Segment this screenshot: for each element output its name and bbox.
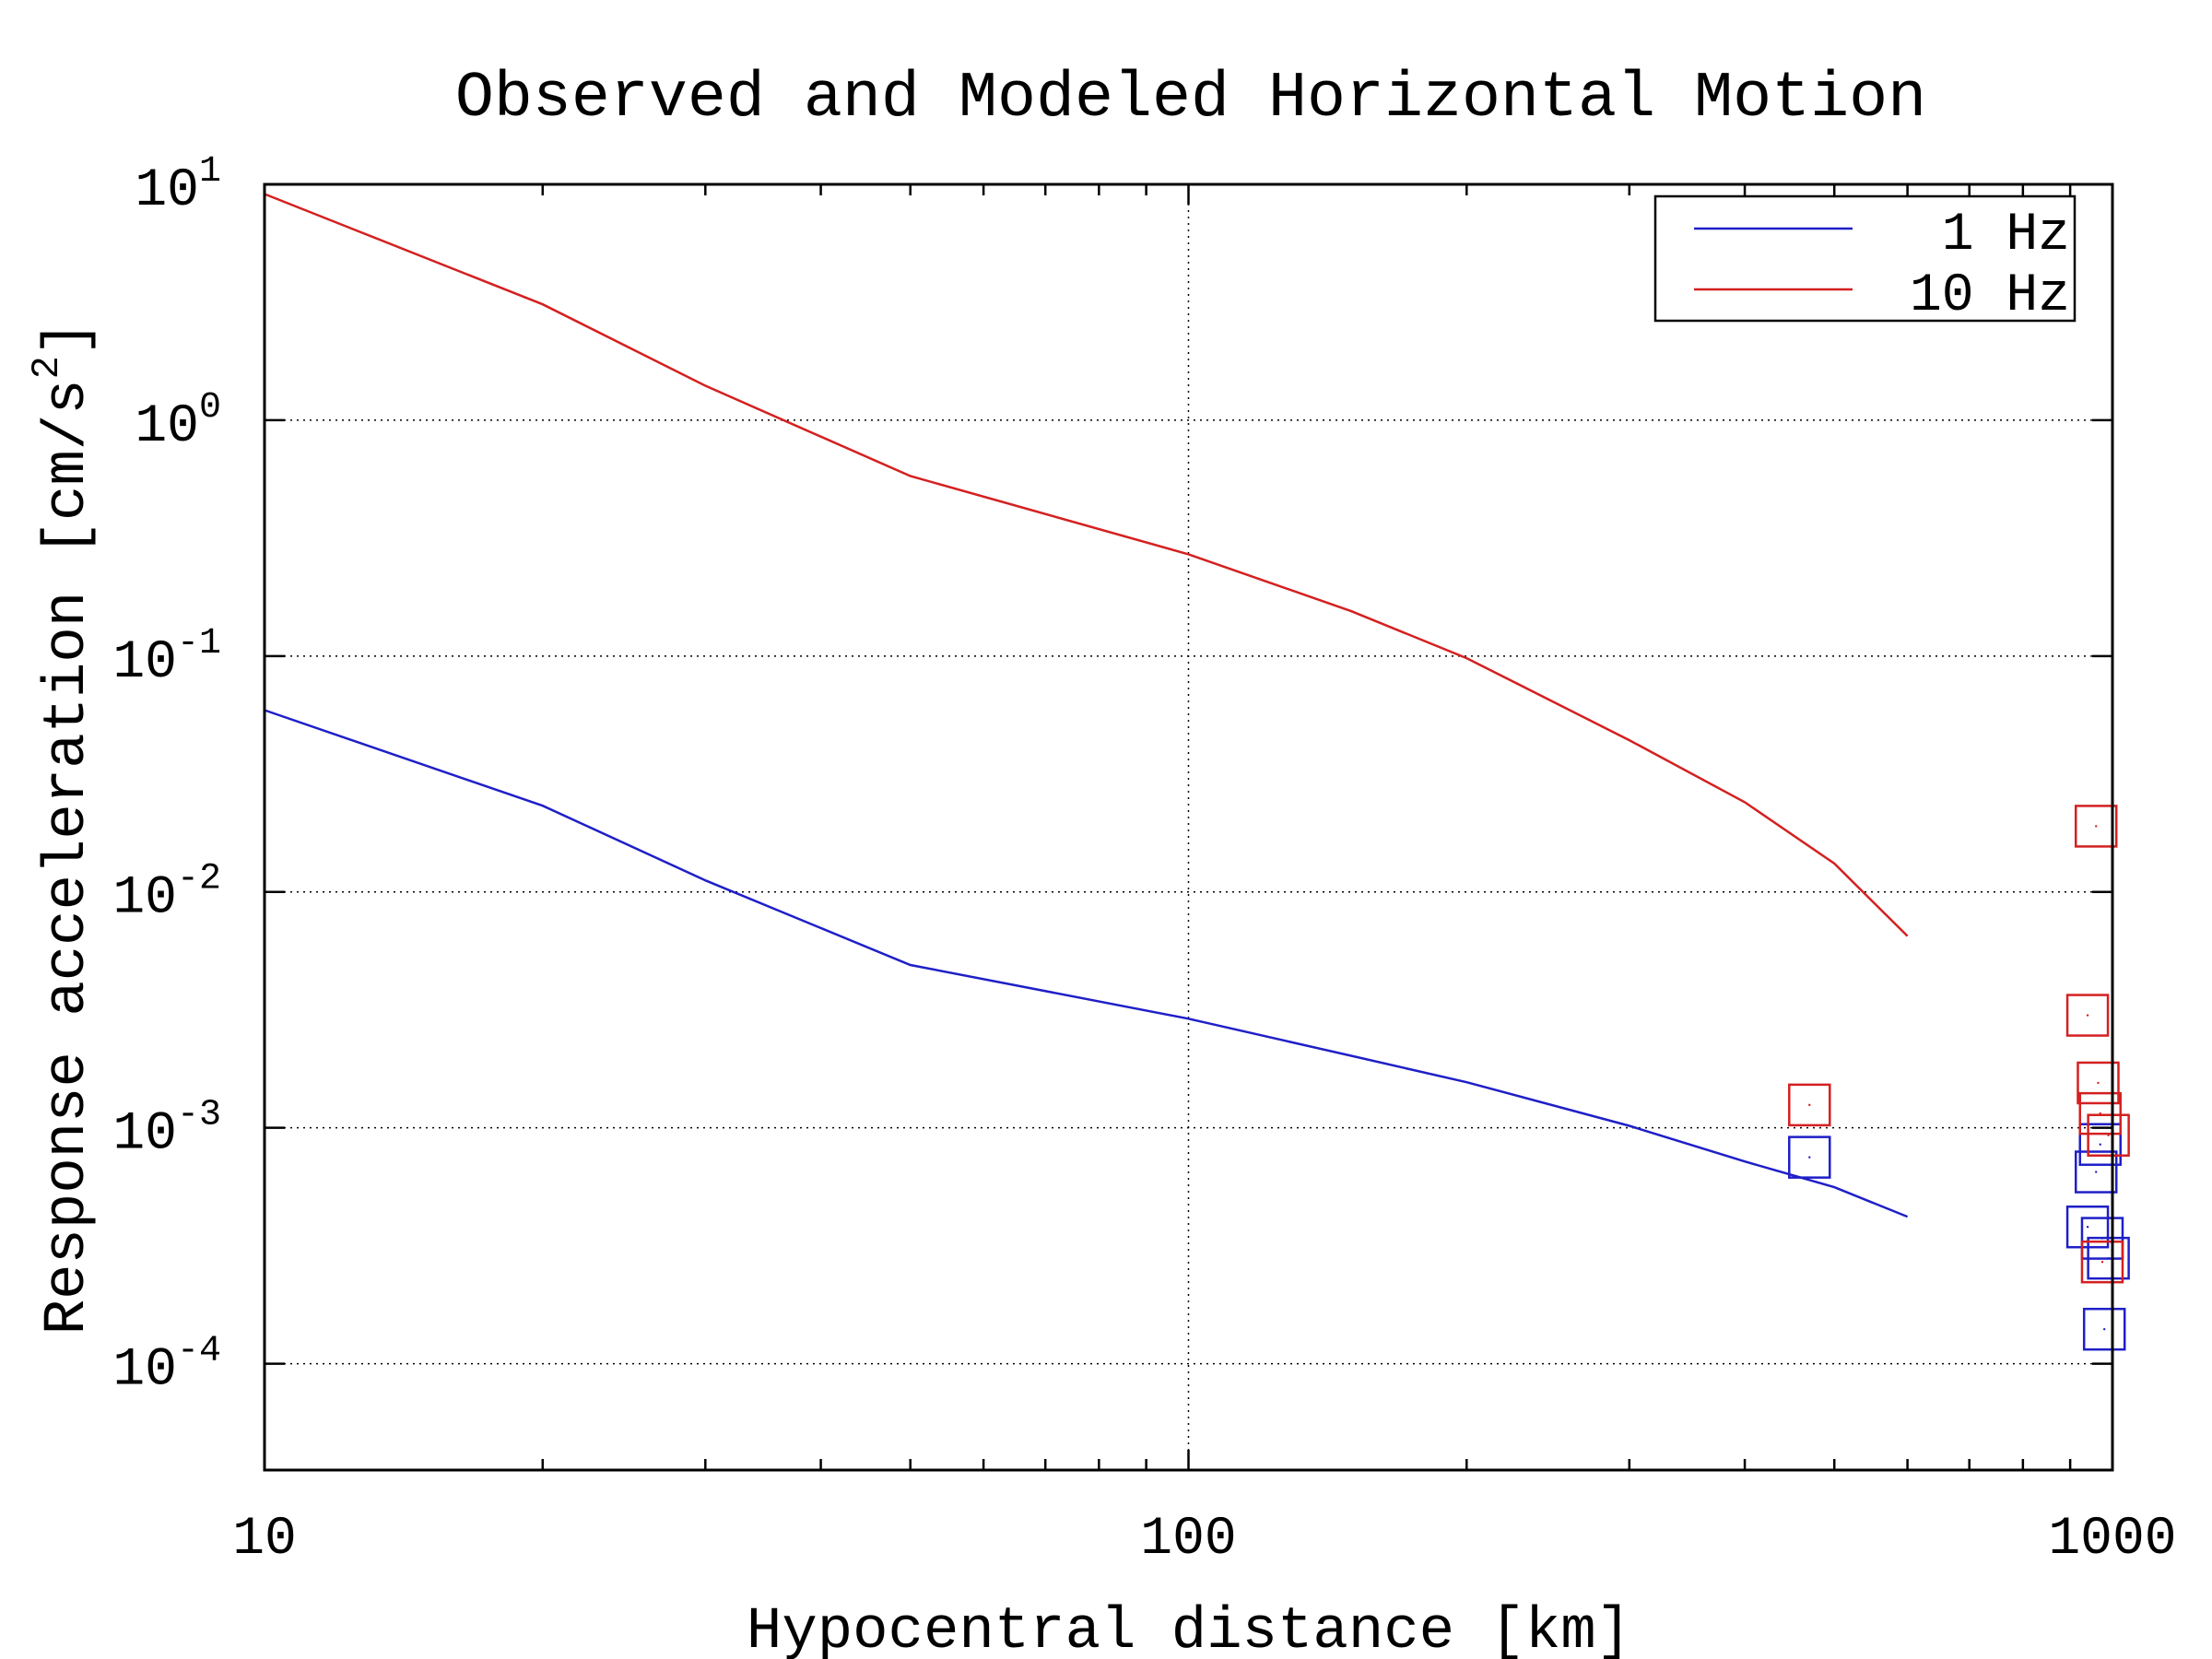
observed-marker-10hz bbox=[2078, 1091, 2122, 1135]
legend: 1 Hz 10 Hz bbox=[1653, 194, 2077, 326]
observed-marker-dot bbox=[2103, 1327, 2106, 1331]
observed-marker-10hz bbox=[2065, 994, 2110, 1037]
y-tick-label: 10-1 bbox=[112, 623, 221, 693]
y-tick-label: 101 bbox=[135, 151, 221, 221]
observed-marker-dot bbox=[2107, 1256, 2110, 1260]
observed-marker-dot bbox=[2095, 1171, 2098, 1173]
observed-marker-1hz bbox=[2078, 1123, 2122, 1166]
observed-marker-10hz bbox=[2077, 1061, 2120, 1105]
x-tick-label: 10 bbox=[232, 1510, 297, 1570]
y-axis-label-sup: 2 bbox=[25, 356, 69, 379]
observed-marker-10hz bbox=[2087, 1113, 2130, 1157]
x-axis-label: Hypocentral distance [km] bbox=[747, 1599, 1631, 1659]
y-tick-base: 10 bbox=[135, 397, 199, 457]
observed-marker-dot bbox=[1808, 1156, 1811, 1159]
y-tick-base: 10 bbox=[112, 633, 177, 693]
series-line-10hz bbox=[264, 193, 1909, 937]
y-tick-label: 100 bbox=[135, 387, 221, 457]
y-tick-label: 10-2 bbox=[112, 859, 221, 929]
observed-marker-dot bbox=[2097, 1081, 2100, 1085]
plot-frame bbox=[263, 182, 2114, 1472]
y-tick-exponent: 0 bbox=[199, 387, 221, 429]
observed-marker-1hz bbox=[2082, 1307, 2126, 1351]
y-tick-base: 10 bbox=[135, 161, 199, 221]
series-line-1hz bbox=[264, 709, 1909, 1218]
y-tick-exponent: 1 bbox=[199, 151, 221, 193]
y-tick-base: 10 bbox=[112, 869, 177, 929]
chart-title: Observed and Modeled Horizontal Motion bbox=[455, 63, 1926, 135]
legend-label-1hz: 1 Hz bbox=[1942, 206, 2070, 265]
observed-marker-dot bbox=[2086, 1014, 2089, 1017]
observed-marker-dot bbox=[2100, 1260, 2104, 1264]
y-axis-label-main: Response acceleration [cm/s bbox=[35, 379, 101, 1335]
observed-marker-dot bbox=[2099, 1143, 2101, 1146]
y-tick-exponent: -2 bbox=[177, 859, 221, 900]
observed-marker-dot bbox=[2086, 1226, 2089, 1229]
observed-marker-dot bbox=[2095, 825, 2098, 828]
y-tick-base: 10 bbox=[112, 1105, 177, 1165]
observed-marker-1hz bbox=[2087, 1236, 2130, 1280]
observed-marker-dot bbox=[1808, 1103, 1811, 1107]
y-tick-base: 10 bbox=[112, 1341, 177, 1401]
observed-marker-dot bbox=[2107, 1134, 2110, 1136]
tick-marks bbox=[263, 182, 2114, 1470]
observed-marker-1hz bbox=[1788, 1135, 1831, 1179]
series-layer bbox=[264, 193, 2130, 1351]
y-tick-exponent: -4 bbox=[177, 1331, 221, 1372]
x-tick-label: 1000 bbox=[2048, 1510, 2176, 1570]
x-tick-labels: 10 100 1000 bbox=[232, 1510, 2176, 1570]
y-tick-exponent: -1 bbox=[177, 623, 221, 665]
observed-marker-10hz bbox=[2080, 1240, 2124, 1284]
y-tick-label: 10-4 bbox=[112, 1331, 221, 1401]
observed-marker-10hz bbox=[2074, 805, 2118, 848]
y-axis-label: Response acceleration [cm/s2] bbox=[25, 321, 101, 1335]
observed-marker-10hz bbox=[1788, 1083, 1831, 1127]
observed-marker-1hz bbox=[2074, 1150, 2118, 1194]
legend-box bbox=[1653, 194, 2077, 323]
y-tick-exponent: -3 bbox=[177, 1095, 221, 1136]
x-tick-label: 100 bbox=[1140, 1510, 1236, 1570]
grid-lines bbox=[265, 184, 2112, 1470]
y-axis-label-tail: ] bbox=[35, 321, 101, 356]
legend-label-10hz: 10 Hz bbox=[1910, 266, 2070, 326]
y-tick-label: 10-3 bbox=[112, 1095, 221, 1165]
